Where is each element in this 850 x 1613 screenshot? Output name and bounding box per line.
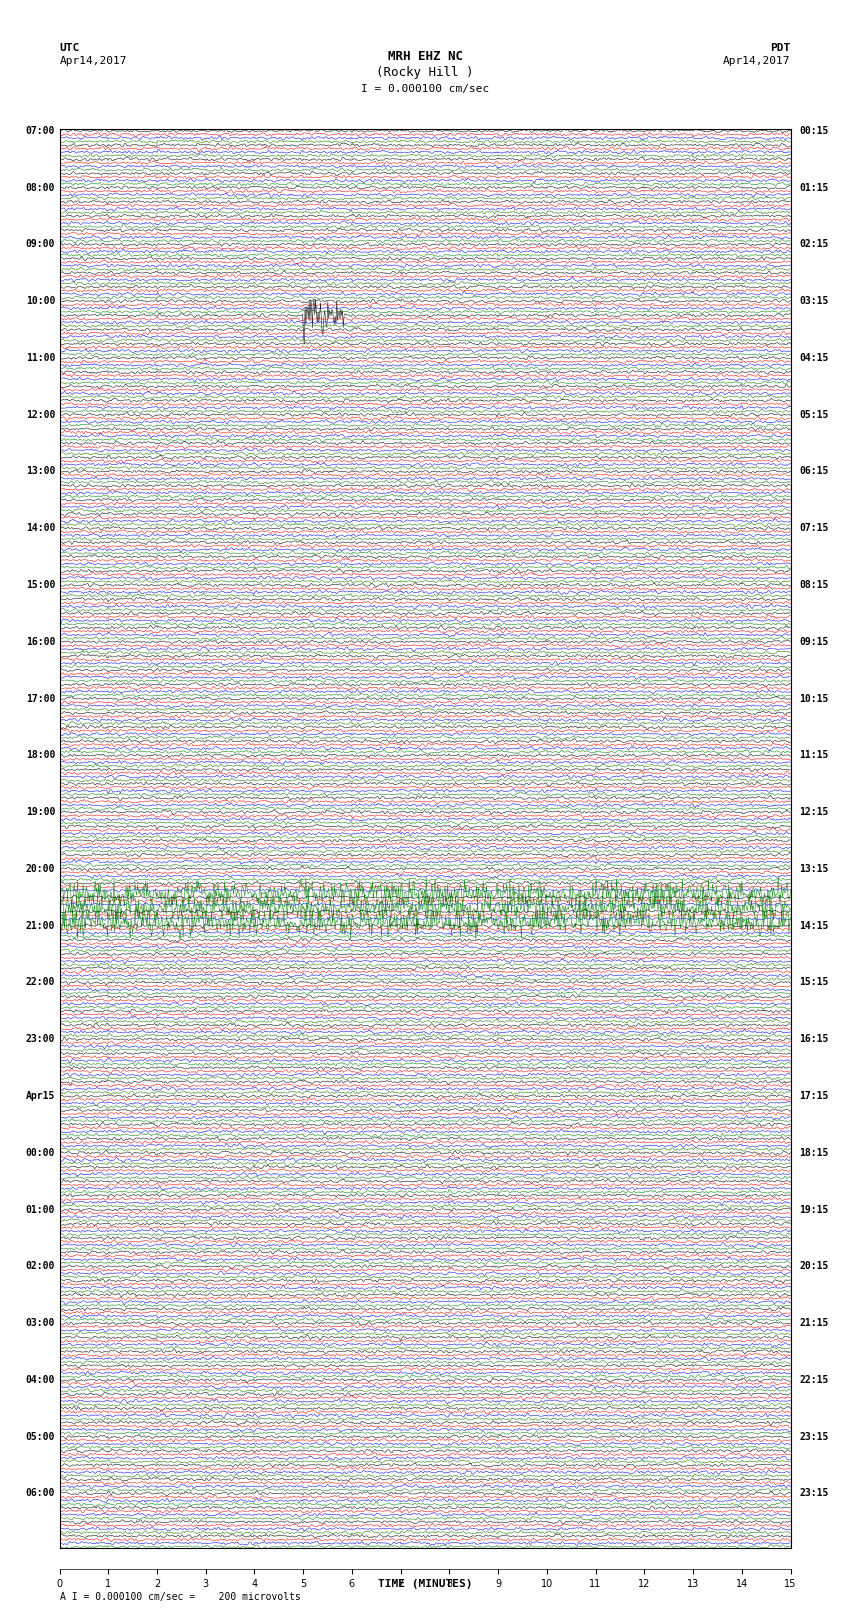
Text: 05:15: 05:15 (799, 410, 829, 419)
Text: 13:00: 13:00 (26, 466, 55, 476)
Text: Apr14,2017: Apr14,2017 (723, 56, 791, 66)
Text: MRH EHZ NC: MRH EHZ NC (388, 50, 462, 63)
Text: 08:00: 08:00 (26, 182, 55, 192)
Text: 06:00: 06:00 (26, 1489, 55, 1498)
Text: 17:15: 17:15 (799, 1090, 829, 1102)
Text: 02:00: 02:00 (26, 1261, 55, 1271)
Text: 11:00: 11:00 (26, 353, 55, 363)
Text: 00:00: 00:00 (26, 1148, 55, 1158)
Text: 23:15: 23:15 (799, 1432, 829, 1442)
Text: (Rocky Hill ): (Rocky Hill ) (377, 66, 473, 79)
Text: 15:15: 15:15 (799, 977, 829, 987)
Text: PDT: PDT (770, 44, 790, 53)
Text: 04:00: 04:00 (26, 1374, 55, 1386)
Text: 23:00: 23:00 (26, 1034, 55, 1044)
Text: 18:15: 18:15 (799, 1148, 829, 1158)
Text: 23:15: 23:15 (799, 1489, 829, 1498)
Text: 22:15: 22:15 (799, 1374, 829, 1386)
Text: 19:15: 19:15 (799, 1205, 829, 1215)
Text: 03:15: 03:15 (799, 297, 829, 306)
Text: 20:00: 20:00 (26, 865, 55, 874)
Text: 17:00: 17:00 (26, 694, 55, 703)
Text: 22:00: 22:00 (26, 977, 55, 987)
Text: 07:15: 07:15 (799, 523, 829, 534)
Text: 03:00: 03:00 (26, 1318, 55, 1327)
Text: 21:00: 21:00 (26, 921, 55, 931)
Text: 11:15: 11:15 (799, 750, 829, 760)
Text: 07:00: 07:00 (26, 126, 55, 135)
Text: 09:15: 09:15 (799, 637, 829, 647)
Text: 12:00: 12:00 (26, 410, 55, 419)
Text: 00:15: 00:15 (799, 126, 829, 135)
Text: Apr14,2017: Apr14,2017 (60, 56, 127, 66)
Text: TIME (MINUTES): TIME (MINUTES) (377, 1579, 473, 1589)
Text: 01:15: 01:15 (799, 182, 829, 192)
Text: 01:00: 01:00 (26, 1205, 55, 1215)
Text: 06:15: 06:15 (799, 466, 829, 476)
Text: 08:15: 08:15 (799, 581, 829, 590)
Text: 19:00: 19:00 (26, 806, 55, 818)
Text: 14:00: 14:00 (26, 523, 55, 534)
Text: 09:00: 09:00 (26, 239, 55, 250)
Text: 21:15: 21:15 (799, 1318, 829, 1327)
Text: 13:15: 13:15 (799, 865, 829, 874)
Text: 14:15: 14:15 (799, 921, 829, 931)
Text: 04:15: 04:15 (799, 353, 829, 363)
Text: A I = 0.000100 cm/sec =    200 microvolts: A I = 0.000100 cm/sec = 200 microvolts (60, 1592, 300, 1602)
Text: UTC: UTC (60, 44, 80, 53)
Text: 02:15: 02:15 (799, 239, 829, 250)
Text: I = 0.000100 cm/sec: I = 0.000100 cm/sec (361, 84, 489, 94)
Text: Apr15: Apr15 (26, 1090, 55, 1102)
Text: 10:15: 10:15 (799, 694, 829, 703)
Text: 16:00: 16:00 (26, 637, 55, 647)
Text: 05:00: 05:00 (26, 1432, 55, 1442)
Text: 10:00: 10:00 (26, 297, 55, 306)
Text: 12:15: 12:15 (799, 806, 829, 818)
Text: 15:00: 15:00 (26, 581, 55, 590)
Text: 20:15: 20:15 (799, 1261, 829, 1271)
Text: 18:00: 18:00 (26, 750, 55, 760)
Text: 16:15: 16:15 (799, 1034, 829, 1044)
